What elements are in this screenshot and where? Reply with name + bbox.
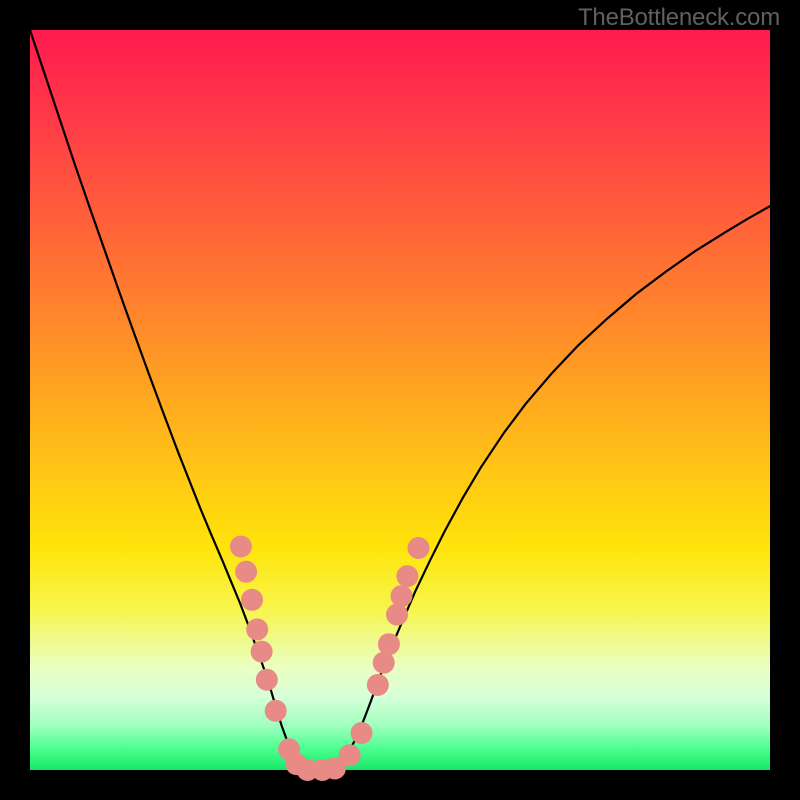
curve-marker bbox=[251, 641, 273, 663]
plot-area bbox=[30, 30, 770, 770]
curve-marker bbox=[386, 604, 408, 626]
curve-marker bbox=[351, 722, 373, 744]
watermark-text: TheBottleneck.com bbox=[578, 4, 780, 32]
curve-marker bbox=[408, 537, 430, 559]
curve-marker bbox=[246, 618, 268, 640]
curve-marker bbox=[241, 589, 263, 611]
curve-marker bbox=[230, 536, 252, 558]
curve-marker bbox=[378, 633, 400, 655]
chart-svg bbox=[30, 30, 770, 770]
curve-marker bbox=[373, 652, 395, 674]
chart-background bbox=[30, 30, 770, 770]
curve-marker bbox=[396, 565, 418, 587]
curve-marker bbox=[339, 744, 361, 766]
curve-marker bbox=[367, 674, 389, 696]
curve-marker bbox=[390, 585, 412, 607]
curve-marker bbox=[256, 669, 278, 691]
curve-marker bbox=[235, 561, 257, 583]
curve-marker bbox=[265, 700, 287, 722]
